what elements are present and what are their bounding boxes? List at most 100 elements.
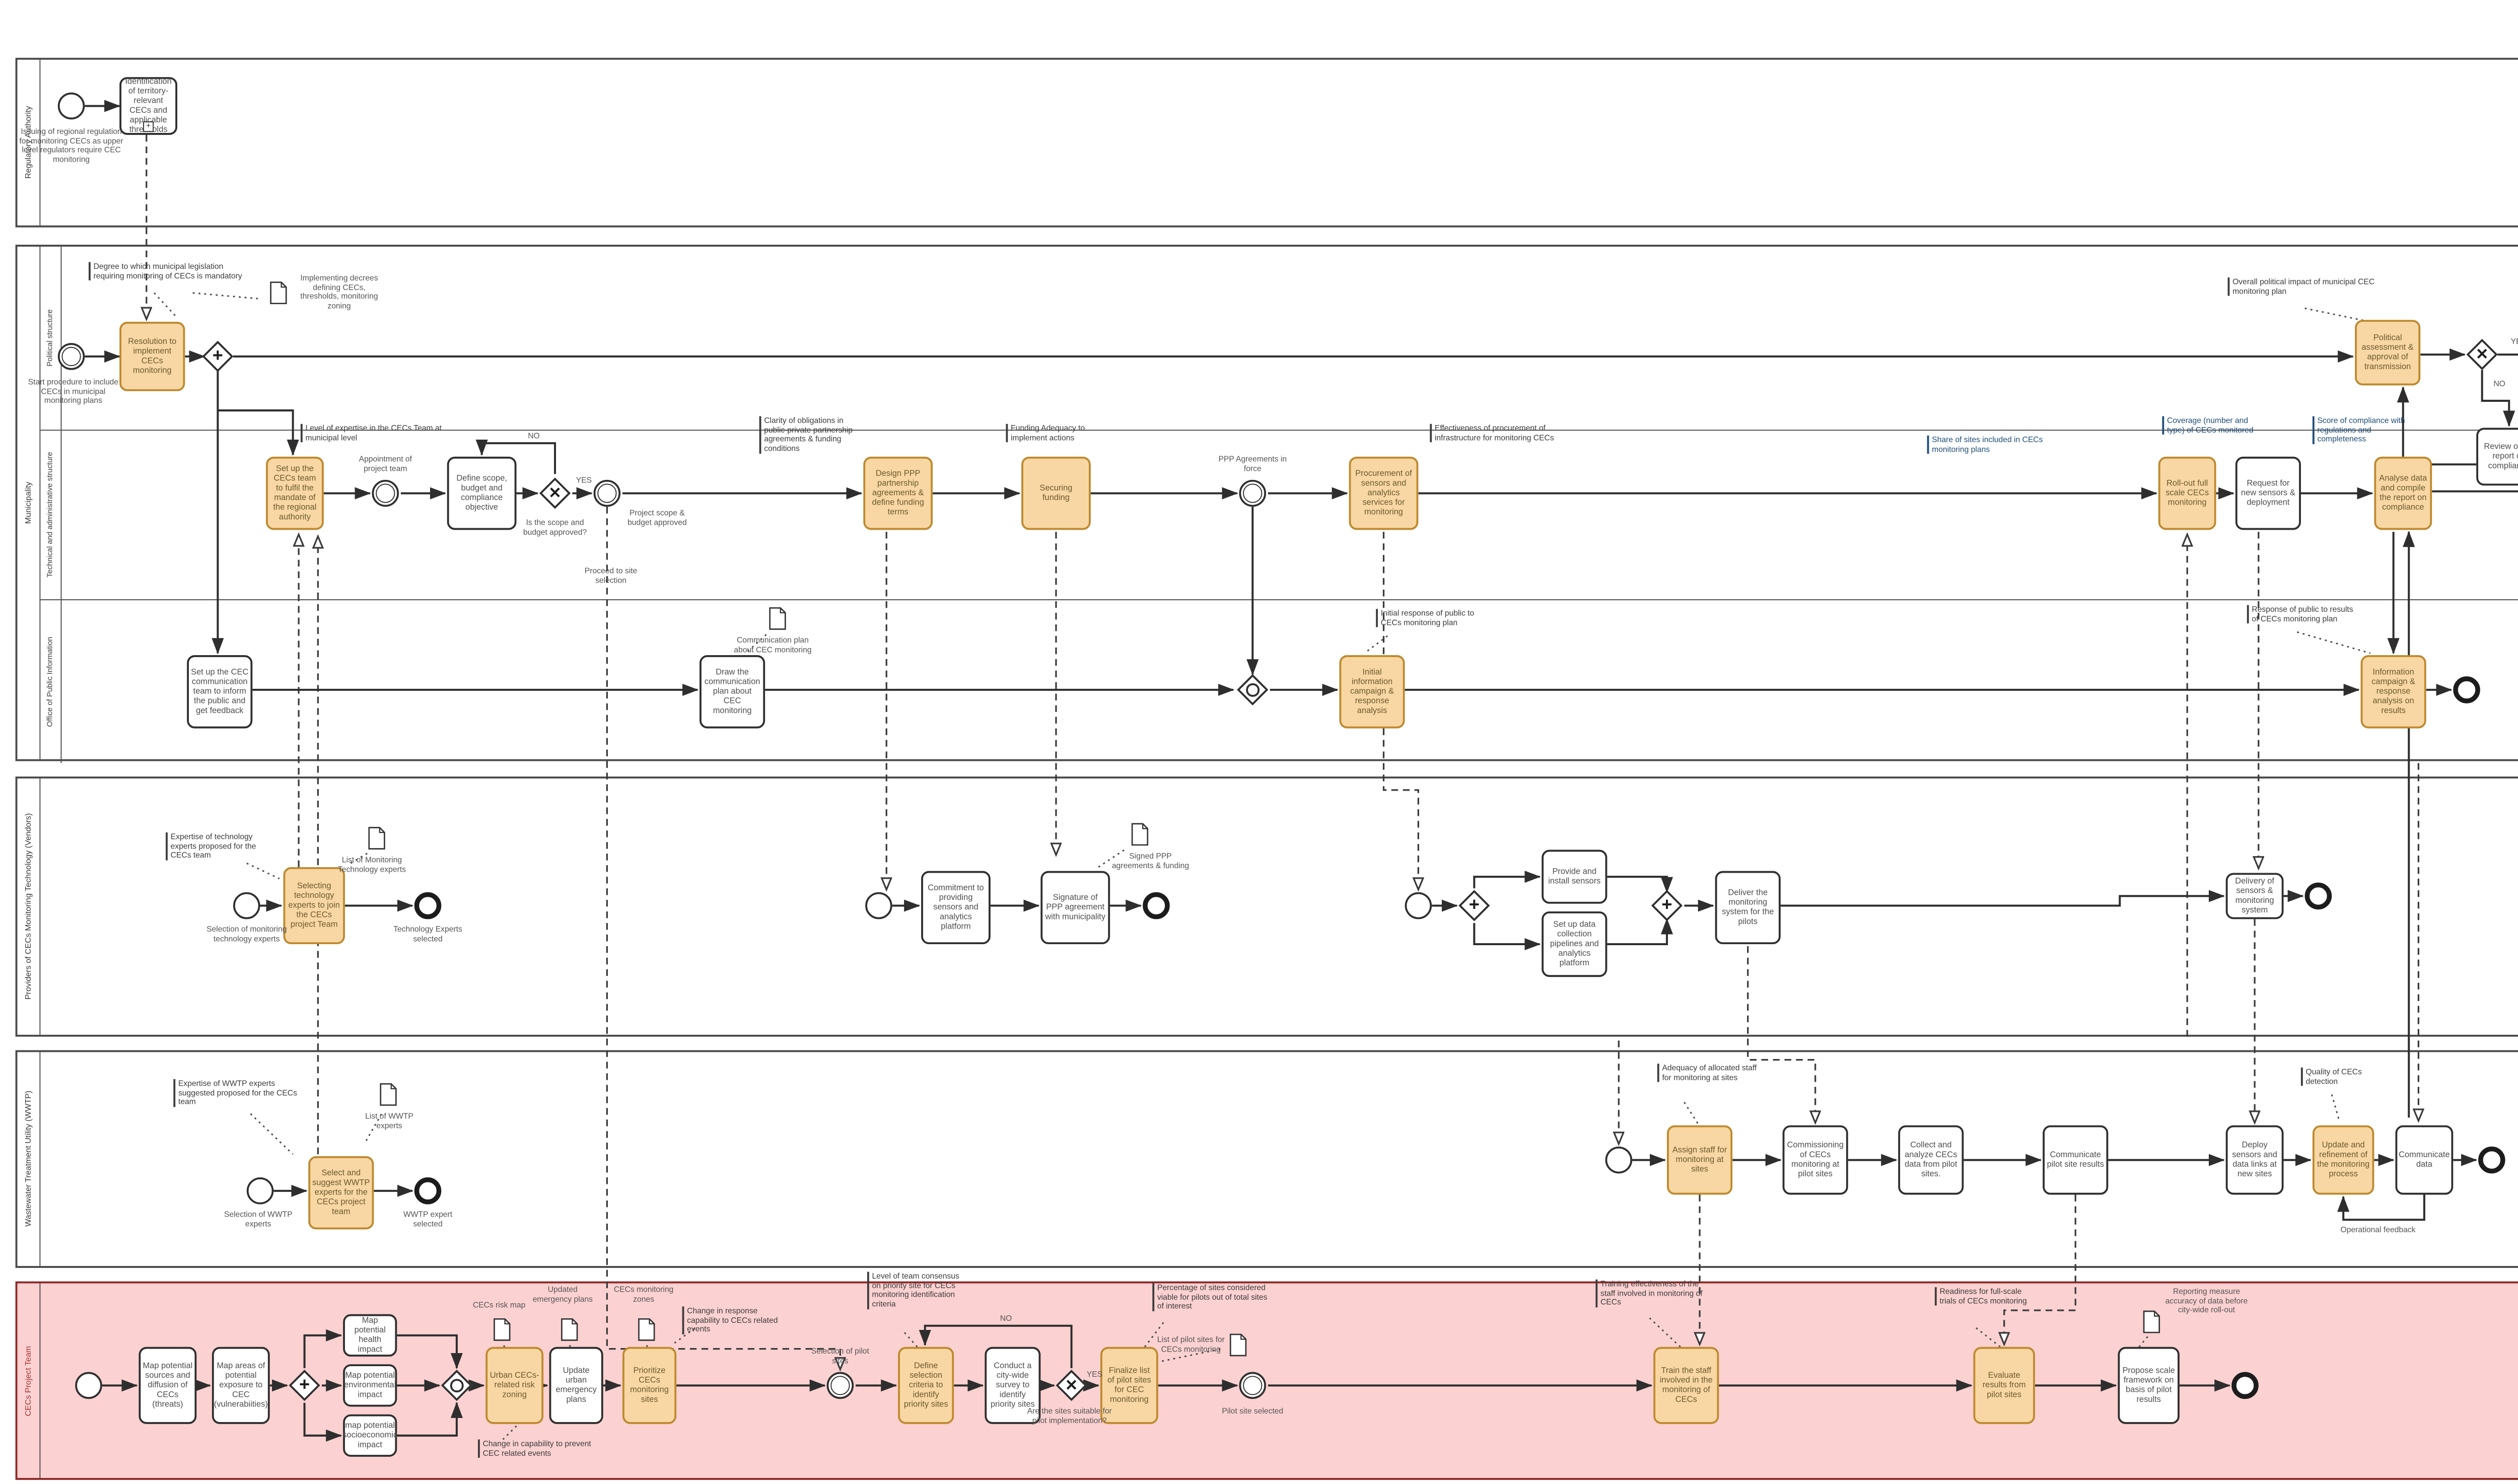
pub-task-draw-communication-plan[interactable]: Draw the communication plan about CEC mo… — [700, 655, 765, 729]
pub-task-initial-campaign[interactable]: Initial information campaign & response … — [1339, 655, 1405, 729]
tech-task-securing-funding[interactable]: Securing funding — [1021, 456, 1091, 530]
tech-gateway-scope-approved[interactable]: ✕ — [539, 477, 572, 510]
pol-gateway-approved[interactable]: ✕ — [2466, 338, 2498, 371]
ven-task-setup-data-pipelines[interactable]: Set up data collection pipelines and ana… — [1542, 911, 1607, 977]
team-gateway-join[interactable] — [440, 1369, 473, 1402]
team-end[interactable] — [2231, 1372, 2259, 1399]
team-gateway-sites-suitable[interactable]: ✕ — [1055, 1369, 1088, 1402]
wwtp-task-commissioning[interactable]: Commissioning of CECs monitoring at pilo… — [1782, 1125, 1848, 1195]
wwtp-doc-list-experts[interactable] — [380, 1083, 397, 1106]
ven-task-signature-ppp[interactable]: Signature of PPP agreement with municipa… — [1040, 871, 1110, 945]
wwtp-task-communicate-data[interactable]: Communicate data — [2395, 1125, 2454, 1195]
team-doc-monitoring-zones[interactable] — [638, 1318, 655, 1341]
team-task-map-health[interactable]: Map potential health impact — [343, 1314, 397, 1357]
wwtp-task-assign-staff[interactable]: Assign staff for monitoring at sites — [1667, 1125, 1733, 1195]
ven-task-delivery-sensors-system[interactable]: Delivery of sensors & monitoring system — [2225, 873, 2284, 920]
wwtp-task-select-suggest-experts[interactable]: Select and suggest WWTP experts for the … — [308, 1156, 374, 1230]
wwtp-task-deploy-sensors-new-sites-label: Deploy sensors and data links at new sit… — [2232, 1140, 2277, 1178]
ven-task-deliver-monitoring-system-label: Deliver the monitoring system for the pi… — [1722, 887, 1774, 926]
pol-gateway-parallel[interactable]: + — [201, 340, 234, 373]
wwtp-end-2[interactable] — [2478, 1146, 2505, 1174]
flow-120 — [568, 1342, 571, 1348]
wwtp-task-select-suggest-experts-label: Select and suggest WWTP experts for the … — [312, 1168, 370, 1216]
tech-task-design-ppp[interactable]: Design PPP partnership agreements & defi… — [863, 456, 933, 530]
team-doc-pilot-list[interactable] — [1229, 1333, 1247, 1357]
pol-start-include-cecs[interactable] — [57, 343, 85, 370]
ven-gateway-join[interactable]: + — [1650, 889, 1683, 922]
pol-start-label: Start procedure to include CECs in munic… — [28, 378, 119, 405]
ven-end-2[interactable] — [1143, 892, 1170, 920]
tech-task-request-new-sensors[interactable]: Request for new sensors & deployment — [2235, 456, 2301, 530]
team-doc-risk-map-label: CECs risk map — [472, 1300, 526, 1310]
tech-task-review-report[interactable]: Review of the report on compliance — [2476, 428, 2518, 486]
pol-task-political-assessment[interactable]: Political assessment & approval of trans… — [2355, 320, 2421, 386]
tech-task-analyse-data[interactable]: Analyse data and compile the report on c… — [2374, 456, 2432, 530]
pol-task-resolution-implement[interactable]: Resolution to implement CECs monitoring — [119, 322, 185, 391]
tech-task-procurement-sensors[interactable]: Procurement of sensors and analytics ser… — [1349, 456, 1419, 530]
event-gateway-circle-icon — [1246, 683, 1260, 696]
wwtp-end-expert-selected[interactable] — [414, 1177, 442, 1205]
pub-doc-communication-plan[interactable] — [769, 607, 786, 630]
team-task-propose-scale[interactable]: Propose scale framework on basis of pilo… — [2118, 1347, 2180, 1424]
pol-kpi-degree: Degree to which municipal legislation re… — [89, 262, 248, 281]
flow-59 — [2296, 631, 2371, 654]
ven-task-deliver-monitoring-system[interactable]: Deliver the monitoring system for the pi… — [1715, 871, 1781, 945]
team-task-map-socioeconomic-label: map potential socioeconomic impact — [342, 1420, 398, 1449]
ven-start-2[interactable] — [865, 892, 892, 920]
ven-end-3[interactable] — [2304, 882, 2332, 910]
tech-event-appointment-team[interactable] — [372, 479, 399, 507]
team-task-prioritize-sites[interactable]: Prioritize CECs monitoring sites — [622, 1347, 677, 1424]
ven-end-tech-experts-selected[interactable] — [414, 892, 442, 920]
flow-17 — [154, 292, 178, 319]
ra-task-identification-cecs[interactable]: Identification of territory-relevant CEC… — [119, 77, 178, 135]
team-doc-risk-map[interactable] — [494, 1318, 511, 1341]
pub-task-setup-communication-team[interactable]: Set up the CEC communication team to inf… — [187, 655, 253, 729]
ven-doc-signed-ppp[interactable] — [1131, 823, 1149, 846]
team-task-train-staff[interactable]: Train the staff involved in the monitori… — [1653, 1347, 1719, 1424]
document-icon — [561, 1318, 578, 1341]
pub-gateway-event[interactable] — [1236, 673, 1269, 706]
flow-40 — [606, 507, 840, 1370]
team-task-evaluate-results[interactable]: Evaluate results from pilot sites — [1973, 1347, 2035, 1424]
ven-start-3[interactable] — [1405, 892, 1432, 920]
team-task-map-exposure[interactable]: Map areas of potential exposure to CEC (… — [212, 1347, 270, 1424]
wwtp-task-collect-analyze[interactable]: Collect and analyze CECs data from pilot… — [1898, 1125, 1964, 1195]
tech-task-design-ppp-label: Design PPP partnership agreements & defi… — [872, 468, 924, 517]
ven-start-selection-tech-experts[interactable] — [233, 892, 260, 920]
team-doc-reporting[interactable] — [2143, 1310, 2160, 1333]
wwtp-task-update-refinement[interactable]: Update and refinement of the monitoring … — [2312, 1125, 2374, 1195]
wwtp-start-2[interactable] — [1605, 1146, 1633, 1174]
team-task-finalize-pilot-list[interactable]: Finalize list of pilot sites for CEC mon… — [1100, 1347, 1158, 1424]
team-task-define-criteria[interactable]: Define selection criteria to identify pr… — [898, 1347, 954, 1424]
tech-event-ppp-in-force[interactable] — [1239, 479, 1267, 507]
tech-task-define-scope[interactable]: Define scope, budget and compliance obje… — [447, 456, 517, 530]
tech-task-rollout-monitoring[interactable]: Roll-out full scale CECs monitoring — [2158, 456, 2216, 530]
pub-task-results-campaign[interactable]: Information campaign & response analysis… — [2360, 655, 2426, 729]
team-task-map-environmental[interactable]: Map potential environmental impact — [343, 1364, 397, 1407]
team-task-update-emergency-plans[interactable]: Update urban emergency plans — [549, 1347, 603, 1424]
team-task-map-socioeconomic[interactable]: map potential socioeconomic impact — [342, 1414, 398, 1457]
team-event-pilot-selected[interactable] — [1239, 1372, 1267, 1399]
ven-doc-list-tech-experts[interactable] — [368, 827, 385, 850]
tech-task-setup-cecs-team[interactable]: Set up the CECs team to fulfil the manda… — [266, 456, 324, 530]
ven-gateway-split[interactable]: + — [1458, 889, 1491, 922]
team-event-selection-pilot-sites[interactable] — [826, 1372, 854, 1399]
team-doc-updated-plans[interactable] — [561, 1318, 578, 1341]
wwtp-start-selection-experts[interactable] — [246, 1177, 274, 1205]
team-event-selection-label: Selection of pilot sites — [811, 1347, 869, 1365]
ven-task-commitment-sensors[interactable]: Commitment to providing sensors and anal… — [921, 871, 991, 945]
wwtp-task-communicate-pilot-results[interactable]: Communicate pilot site results — [2043, 1125, 2109, 1195]
pub-end[interactable] — [2453, 676, 2480, 703]
wwtp-task-deploy-sensors-new-sites[interactable]: Deploy sensors and data links at new sit… — [2225, 1125, 2284, 1195]
ra-start-issuing-regulation[interactable] — [57, 92, 85, 120]
ven-task-provide-install-sensors[interactable]: Provide and install sensors — [1542, 850, 1607, 904]
team-start[interactable] — [75, 1372, 102, 1399]
team-task-map-sources[interactable]: Map potential sources and diffusion of C… — [138, 1347, 197, 1424]
team-gateway-split[interactable]: + — [288, 1369, 321, 1402]
team-task-urban-risk-zoning[interactable]: Urban CECs-related risk zoning — [485, 1347, 544, 1424]
pol-doc-implementing-decrees[interactable] — [270, 281, 287, 305]
team-task-citywide-survey[interactable]: Conduct a city-wide survey to identify p… — [985, 1347, 1041, 1424]
ven-task-selecting-tech-experts[interactable]: Selecting technology experts to join the… — [283, 867, 345, 945]
tech-event-scope-approved[interactable] — [593, 479, 621, 507]
